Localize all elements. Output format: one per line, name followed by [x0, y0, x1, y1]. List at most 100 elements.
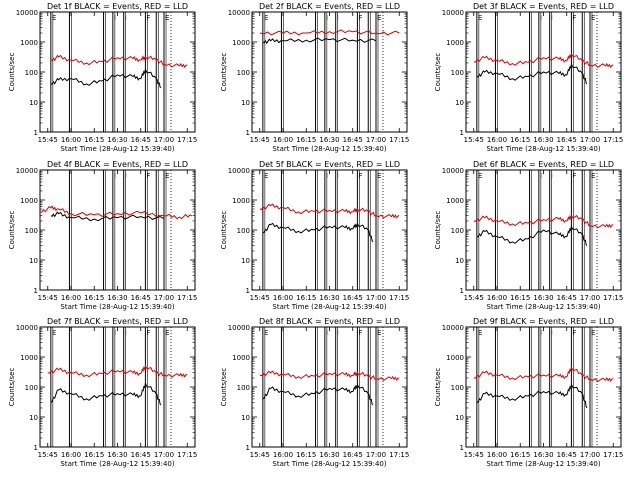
y-tick-label: 1	[460, 287, 464, 295]
x-tick-label: 16:15	[84, 451, 104, 459]
event-marker-label: E	[478, 329, 482, 337]
event-marker-label: I	[326, 329, 328, 337]
chart-title: Det 6f BLACK = Events, RED = LLD	[473, 160, 614, 169]
x-tick-label: 15:45	[38, 294, 58, 302]
plot-frame	[251, 11, 408, 133]
y-tick-label: 10	[241, 257, 250, 265]
x-tick-label: 16:30	[533, 294, 553, 302]
x-tick-label: 17:00	[154, 136, 174, 144]
y-axis-label: Counts/sec	[434, 368, 442, 407]
event-marker-label: E	[591, 329, 595, 337]
x-tick-label: 16:15	[296, 294, 316, 302]
x-tick-label: 16:30	[533, 451, 553, 459]
x-axis-label: Start Time (28-Aug-12 15:39:40)	[486, 460, 600, 468]
x-tick-label: 16:30	[107, 451, 127, 459]
x-axis-label: Start Time (28-Aug-12 15:39:40)	[272, 460, 386, 468]
chart-title: Det 8f BLACK = Events, RED = LLD	[259, 317, 400, 326]
event-marker-label: E	[264, 329, 268, 337]
y-axis-label: Counts/sec	[220, 53, 228, 92]
x-tick-label: 17:15	[603, 136, 623, 144]
series-line-lld	[473, 366, 614, 383]
y-tick-label: 100	[237, 384, 250, 392]
y-tick-label: 1000	[446, 197, 464, 205]
y-tick-label: 100	[451, 384, 464, 392]
y-tick-label: 1	[246, 129, 250, 137]
x-tick-label: 16:00	[273, 136, 293, 144]
series-line-events	[50, 382, 162, 406]
series-line-lld	[259, 203, 400, 219]
y-tick-label: 1000	[232, 197, 250, 205]
event-marker-label: I	[337, 14, 339, 22]
x-tick-label: 16:45	[343, 136, 363, 144]
x-tick-label: 16:30	[107, 136, 127, 144]
x-tick-label: 17:00	[154, 294, 174, 302]
y-tick-label: 1	[460, 444, 464, 452]
plot-frame	[251, 326, 408, 448]
x-tick-label: 15:45	[38, 451, 58, 459]
x-tick-label: 17:15	[603, 294, 623, 302]
x-tick-label: 16:45	[343, 294, 363, 302]
y-tick-label: 10000	[442, 324, 464, 332]
event-marker-label: I	[551, 14, 553, 22]
x-axis-label: Start Time (28-Aug-12 15:39:40)	[60, 303, 174, 311]
chart-panel: Det 8f BLACK = Events, RED = LLD 15:45 16:…	[220, 317, 409, 468]
series-line-events	[50, 211, 165, 222]
x-tick-label: 15:45	[250, 294, 270, 302]
event-marker-label: E	[478, 172, 482, 180]
event-marker-label: I	[337, 329, 339, 337]
x-tick-label: 16:15	[296, 451, 316, 459]
series-line-lld	[259, 370, 400, 382]
event-marker-label: I	[125, 172, 127, 180]
chart-panel: Det 5f BLACK = Events, RED = LLD 15:45 16:…	[220, 160, 409, 311]
x-tick-label: 16:00	[487, 294, 507, 302]
event-marker-label: F	[572, 14, 576, 22]
y-tick-label: 10	[29, 257, 38, 265]
plot-frame	[39, 169, 196, 291]
x-tick-label: 15:45	[250, 451, 270, 459]
event-marker-label: I	[125, 14, 127, 22]
x-tick-label: 17:15	[177, 294, 197, 302]
y-tick-label: 1000	[446, 39, 464, 47]
event-marker-label: E	[377, 329, 381, 337]
y-tick-label: 100	[25, 69, 38, 77]
x-tick-label: 16:00	[487, 136, 507, 144]
x-tick-label: 16:15	[296, 136, 316, 144]
x-tick-label: 15:45	[464, 294, 484, 302]
y-tick-label: 1000	[232, 39, 250, 47]
y-tick-label: 1000	[446, 354, 464, 362]
x-axis-label: Start Time (28-Aug-12 15:39:40)	[272, 303, 386, 311]
y-tick-label: 10000	[16, 9, 38, 17]
x-tick-label: 17:00	[580, 136, 600, 144]
x-tick-label: 16:30	[319, 451, 339, 459]
y-tick-label: 100	[237, 69, 250, 77]
y-tick-label: 10000	[16, 324, 38, 332]
chart-title: Det 1f BLACK = Events, RED = LLD	[47, 2, 188, 11]
event-marker-label: I	[540, 172, 542, 180]
chart-title: Det 9f BLACK = Events, RED = LLD	[473, 317, 614, 326]
x-tick-label: 16:45	[131, 136, 151, 144]
y-tick-label: 1000	[232, 354, 250, 362]
event-marker-label: I	[540, 329, 542, 337]
event-marker-label: E	[591, 172, 595, 180]
y-tick-label: 10	[29, 99, 38, 107]
y-tick-label: 1	[246, 287, 250, 295]
chart-title: Det 5f BLACK = Events, RED = LLD	[259, 160, 400, 169]
series-line-lld	[259, 29, 400, 36]
event-marker-label: F	[358, 329, 362, 337]
event-marker-label: I	[125, 329, 127, 337]
event-marker-label: F	[572, 329, 576, 337]
series-line-events	[262, 383, 374, 406]
x-tick-label: 16:00	[487, 451, 507, 459]
x-tick-label: 17:00	[580, 294, 600, 302]
series-line-events	[476, 62, 588, 85]
y-tick-label: 100	[25, 384, 38, 392]
y-tick-label: 10	[241, 99, 250, 107]
series-line-events	[476, 225, 588, 247]
y-axis-label: Counts/sec	[220, 368, 228, 407]
x-tick-label: 16:30	[319, 294, 339, 302]
